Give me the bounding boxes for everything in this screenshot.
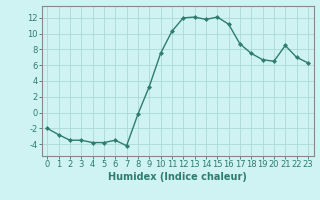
X-axis label: Humidex (Indice chaleur): Humidex (Indice chaleur) xyxy=(108,172,247,182)
